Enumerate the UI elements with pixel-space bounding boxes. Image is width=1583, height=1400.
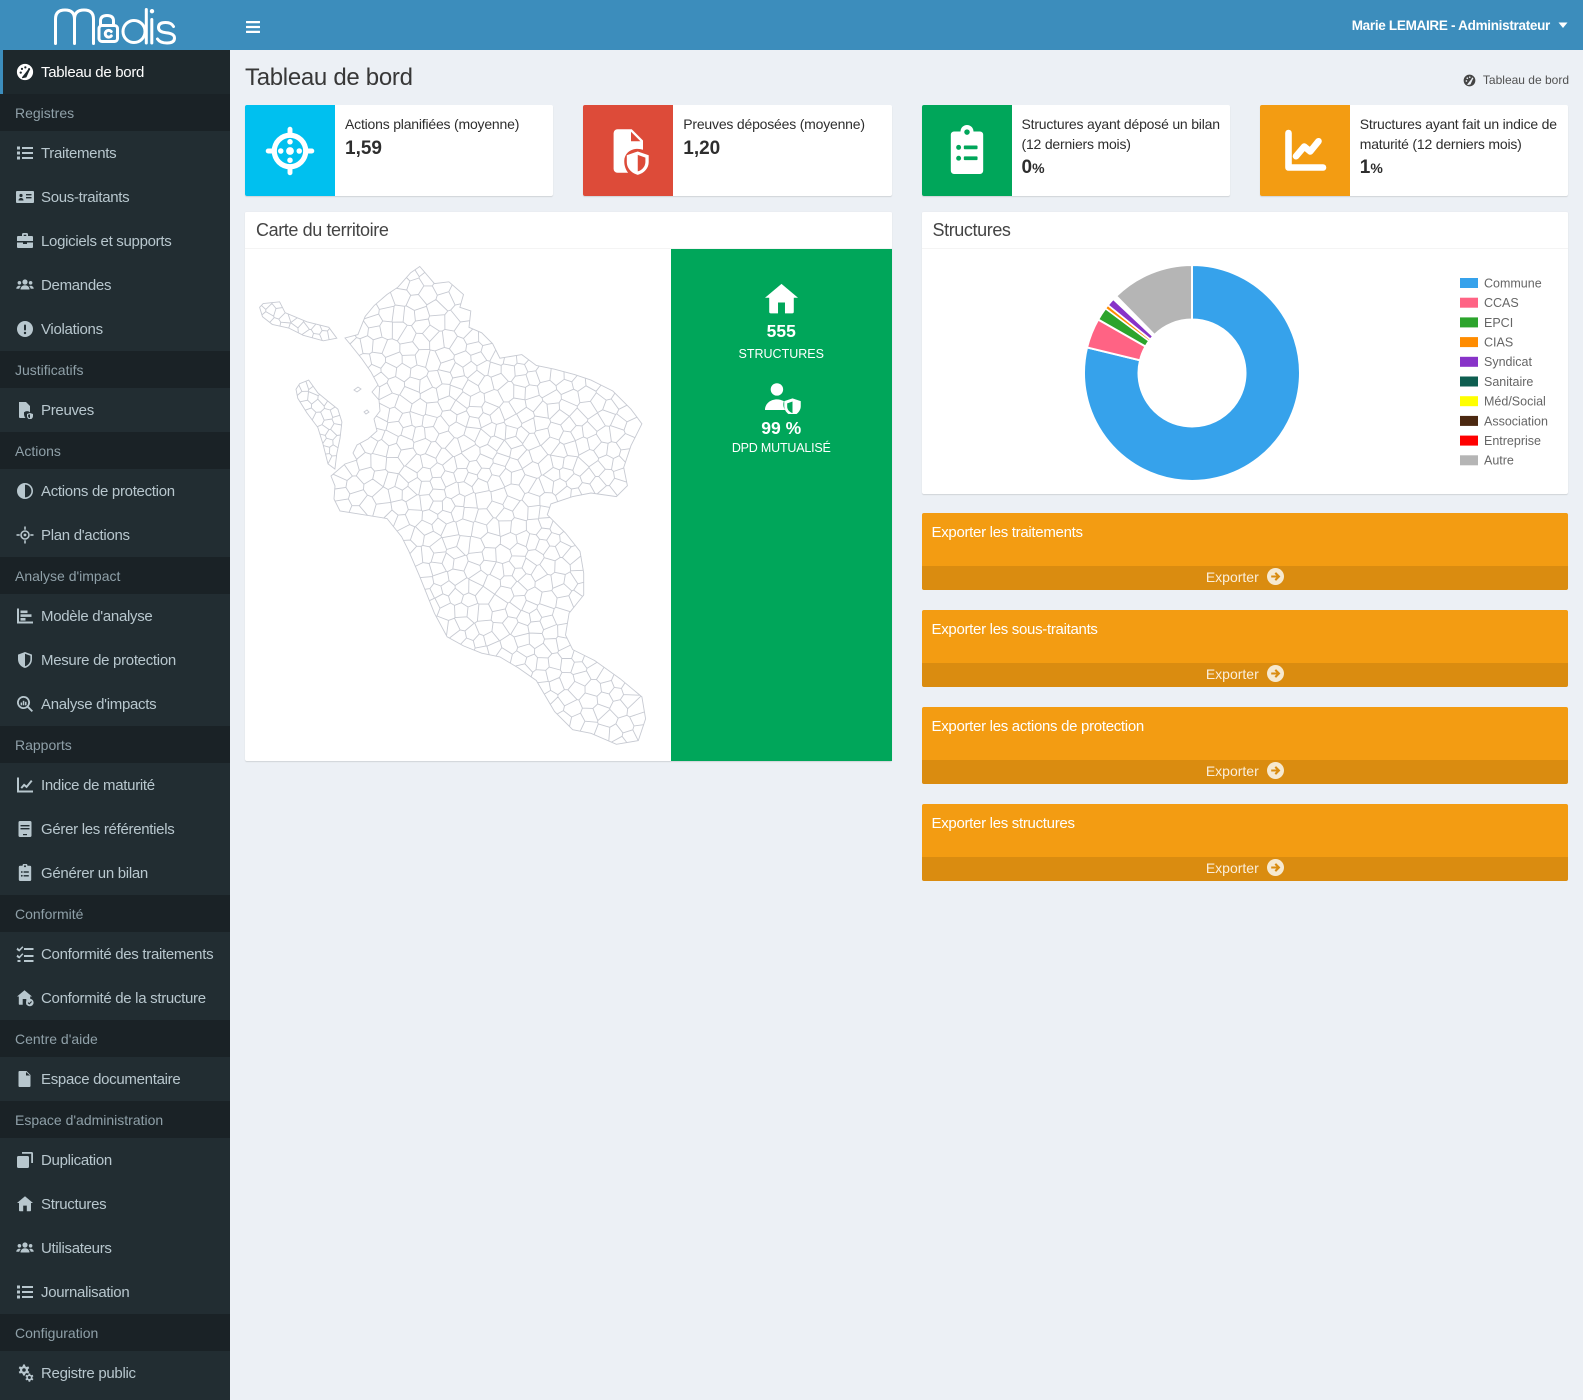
svg-text:Sanitaire: Sanitaire	[1484, 375, 1533, 389]
svg-text:Méd/Social: Méd/Social	[1484, 395, 1546, 409]
svg-text:CCAS: CCAS	[1484, 296, 1519, 310]
svg-text:Association: Association	[1484, 414, 1548, 428]
svg-text:CIAS: CIAS	[1484, 336, 1513, 350]
svg-text:EPCI: EPCI	[1484, 316, 1513, 330]
svg-text:Syndicat: Syndicat	[1484, 355, 1532, 369]
svg-text:Commune: Commune	[1484, 276, 1542, 290]
svg-text:Autre: Autre	[1484, 454, 1514, 468]
svg-text:Entreprise: Entreprise	[1484, 434, 1541, 448]
